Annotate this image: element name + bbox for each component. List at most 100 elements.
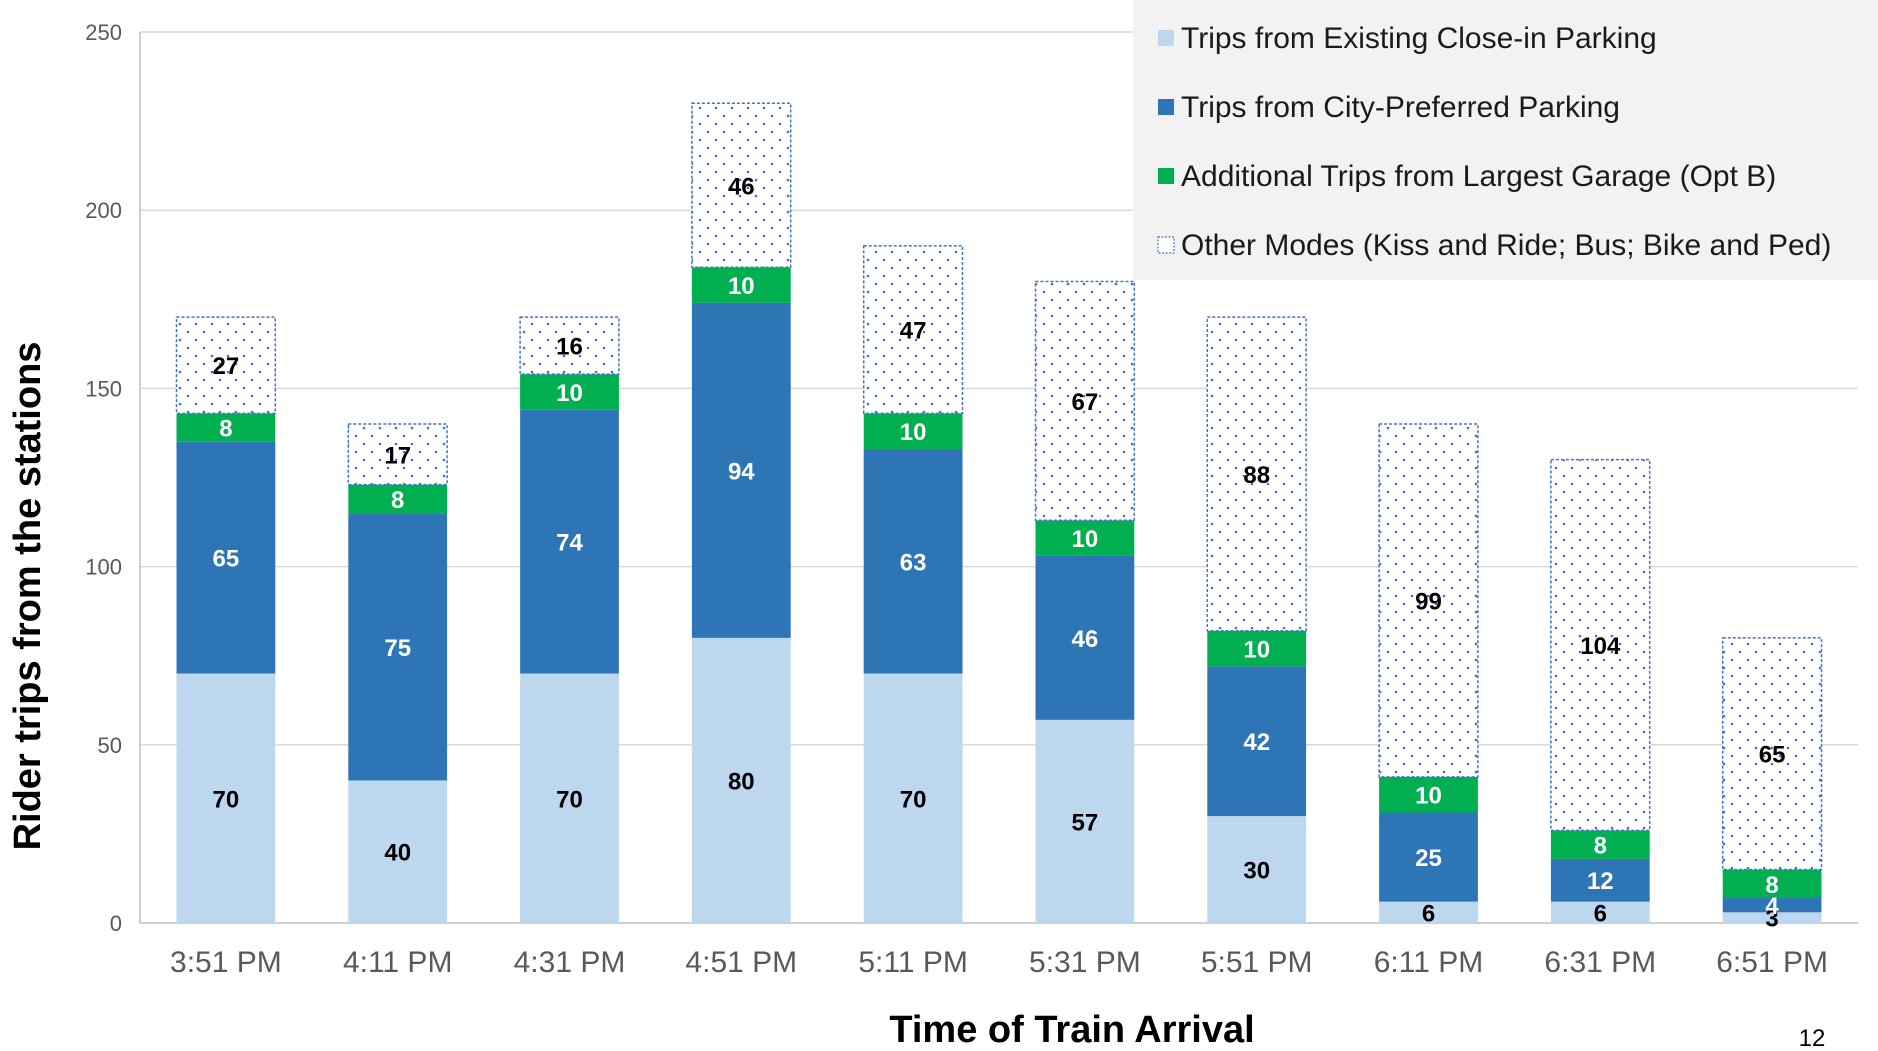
data-label: 8	[1594, 833, 1607, 860]
data-label: 99	[1415, 588, 1442, 615]
bar-segment	[863, 673, 963, 923]
data-label: 65	[1759, 742, 1786, 769]
bar-segment	[519, 316, 620, 375]
bar-segment	[176, 673, 276, 923]
bar-segment	[691, 267, 791, 303]
data-label: 10	[1243, 637, 1270, 664]
data-label: 12	[1587, 868, 1614, 895]
data-label: 63	[900, 549, 927, 576]
page-number: 12	[1799, 1025, 1826, 1051]
x-tick-label: 3:51 PM	[170, 946, 282, 979]
data-label: 3	[1765, 906, 1778, 933]
y-tick-label: 250	[85, 20, 122, 45]
legend: Trips from Existing Close-in Parking Trip…	[1133, 0, 1878, 280]
bar-segment	[348, 780, 448, 923]
data-label: 74	[556, 530, 583, 557]
bar-segment	[691, 637, 791, 923]
data-label: 8	[219, 416, 232, 443]
data-label: 57	[1072, 809, 1099, 836]
legend-swatch	[1158, 30, 1174, 46]
bar-segment	[1550, 901, 1650, 923]
data-label: 46	[1072, 626, 1099, 653]
data-label: 80	[728, 768, 755, 795]
bar-segment	[1207, 630, 1307, 667]
legend-label: Additional Trips from Largest Garage (Op…	[1181, 160, 1776, 193]
data-label: 10	[556, 380, 583, 407]
data-label: 47	[900, 318, 927, 345]
y-tick-label: 200	[85, 198, 122, 223]
x-tick-label: 6:51 PM	[1716, 946, 1828, 979]
bar-segment	[1035, 520, 1135, 556]
data-label: 25	[1415, 845, 1442, 872]
data-labels: 7065827407581770741016809410467063104757…	[213, 173, 1786, 932]
x-tick-label: 5:51 PM	[1201, 946, 1313, 979]
data-label: 4	[1765, 893, 1779, 920]
x-axis-ticks: 3:51 PM 4:11 PM 4:31 PM 4:51 PM 5:11 PM 5:31 …	[170, 946, 1828, 979]
bar-segment	[1379, 901, 1478, 923]
data-label: 70	[213, 786, 240, 813]
data-label: 75	[384, 635, 411, 662]
bar-segment	[176, 413, 276, 442]
data-label: 40	[384, 840, 411, 867]
data-label: 67	[1072, 389, 1099, 416]
data-label: 65	[213, 546, 240, 573]
x-tick-label: 4:11 PM	[343, 946, 453, 979]
bar-segment	[1550, 458, 1651, 832]
data-label: 16	[556, 334, 583, 361]
y-tick-label: 150	[85, 376, 122, 401]
x-tick-label: 5:11 PM	[858, 946, 968, 979]
bar-segment	[1550, 830, 1650, 859]
data-label: 6	[1594, 900, 1607, 927]
bar-segment	[176, 441, 276, 674]
bar-segment	[691, 102, 792, 268]
bar-segment	[520, 409, 619, 674]
bar-segment	[863, 413, 963, 449]
bar-segment	[1722, 869, 1822, 899]
bar-segment	[1207, 666, 1307, 817]
bar-segment	[520, 673, 619, 923]
x-tick-label: 4:31 PM	[514, 946, 626, 979]
bar-segment	[1034, 280, 1136, 522]
bar-segment	[1379, 776, 1478, 813]
legend-swatch	[1158, 168, 1174, 184]
y-axis-title: Rider trips from the stations	[7, 342, 49, 851]
legend-label: Other Modes (Kiss and Ride; Bus; Bike an…	[1181, 229, 1831, 262]
data-label: 17	[384, 442, 411, 469]
bar-segment	[1722, 898, 1822, 913]
bar-segment	[347, 423, 448, 486]
y-axis-ticks: 0 50 100 150 200 250	[85, 20, 122, 936]
bar-segment	[691, 302, 791, 638]
data-label: 10	[728, 273, 755, 300]
bar-segment	[1035, 719, 1135, 923]
bar-segment	[1550, 858, 1650, 902]
data-label: 42	[1243, 729, 1270, 756]
bar-segment	[1378, 423, 1479, 778]
y-tick-label: 100	[85, 555, 122, 580]
bar-segment	[348, 513, 448, 781]
bar-segment	[1722, 912, 1822, 923]
y-tick-label: 0	[110, 911, 122, 936]
legend-swatch	[1158, 99, 1174, 115]
data-label: 94	[728, 458, 755, 485]
x-axis-title: Time of Train Arrival	[889, 1009, 1254, 1051]
data-label: 10	[900, 419, 927, 446]
legend-label: Trips from City-Preferred Parking	[1181, 91, 1620, 124]
bar-segment	[1206, 316, 1307, 632]
bar-segment	[520, 374, 619, 410]
legend-background	[1133, 0, 1878, 280]
x-tick-label: 6:11 PM	[1374, 946, 1484, 979]
bar-segment	[862, 245, 964, 415]
bar-segment	[1721, 637, 1823, 871]
bar-segment	[175, 316, 277, 415]
data-label: 8	[1765, 872, 1778, 899]
data-label: 70	[556, 786, 583, 813]
data-label: 27	[213, 353, 240, 380]
y-tick-label: 50	[98, 733, 122, 758]
bar-segment	[1379, 812, 1478, 902]
data-label: 8	[391, 487, 404, 514]
bar-segment	[863, 448, 963, 674]
x-tick-label: 4:51 PM	[685, 946, 797, 979]
legend-swatch	[1157, 236, 1175, 254]
legend-label: Trips from Existing Close-in Parking	[1181, 22, 1657, 55]
x-tick-label: 6:31 PM	[1544, 946, 1656, 979]
